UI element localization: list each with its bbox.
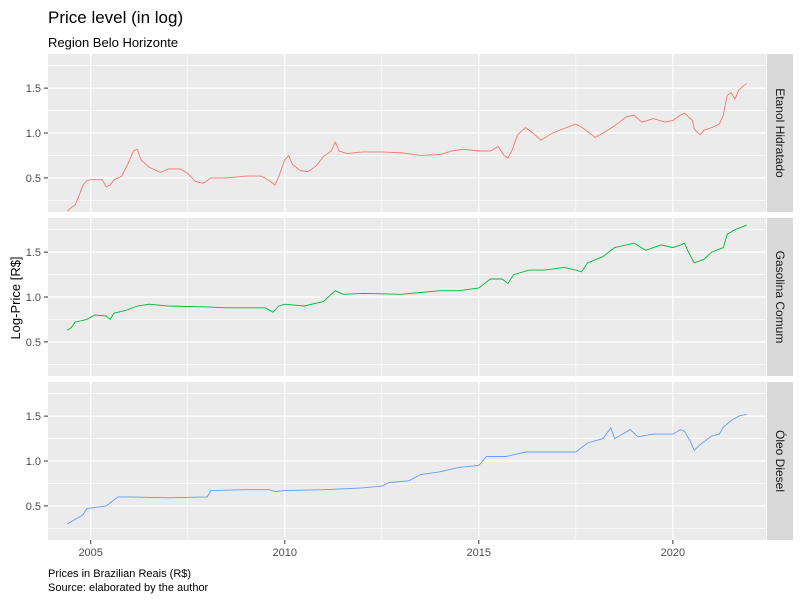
facet-strip [767,382,793,540]
facet-leo-diesel: 0.5 1.0 1.5 Óleo Diesel [26,382,793,540]
facet-strip [767,54,793,212]
caption-line-2: Source: elaborated by the author [48,582,209,594]
y-tick-label: 1.0 [26,292,41,304]
y-tick-label: 1.5 [26,247,41,259]
x-tick-label: 2015 [467,547,491,559]
x-axis: 2005 2010 2015 2020 [78,540,685,559]
facet-strip-label: Gasolina Comum [773,251,787,344]
x-tick-label: 2020 [661,547,685,559]
y-tick-label: 1.0 [26,456,41,468]
facet-strip-label: Óleo Diesel [773,430,788,492]
y-tick-label: 1.5 [26,83,41,95]
x-tick-label: 2005 [78,547,102,559]
y-tick-label: 0.5 [26,501,41,513]
facet-strip-label: Etanol Hidratado [773,88,787,178]
chart-title: Price level (in log) [48,8,183,27]
y-axis-label: Log-Price [R$] [8,256,23,339]
y-tick-label: 1.5 [26,411,41,423]
facet-etanol-hidratado: 0.5 1.0 1.5 Etanol Hidratado [26,54,793,212]
caption-line-1: Prices in Brazilian Reais (R$) [48,568,191,580]
series-line-leo-diesel [67,413,747,525]
series-line-gasolina-comum [67,224,747,331]
y-tick-label: 1.0 [26,128,41,140]
facet-strip [767,218,793,376]
facet-panels: 0.5 1.0 1.5 Etanol Hidratado 0.5 1.0 1.5 Gasoli… [26,54,793,540]
y-tick-label: 0.5 [26,337,41,349]
chart-subtitle: Region Belo Horizonte [48,35,178,50]
x-tick-label: 2010 [273,547,297,559]
y-tick-label: 0.5 [26,173,41,185]
series-line-etanol-hidratado [67,83,747,212]
facet-gasolina-comum: 0.5 1.0 1.5 Gasolina Comum [26,218,793,376]
